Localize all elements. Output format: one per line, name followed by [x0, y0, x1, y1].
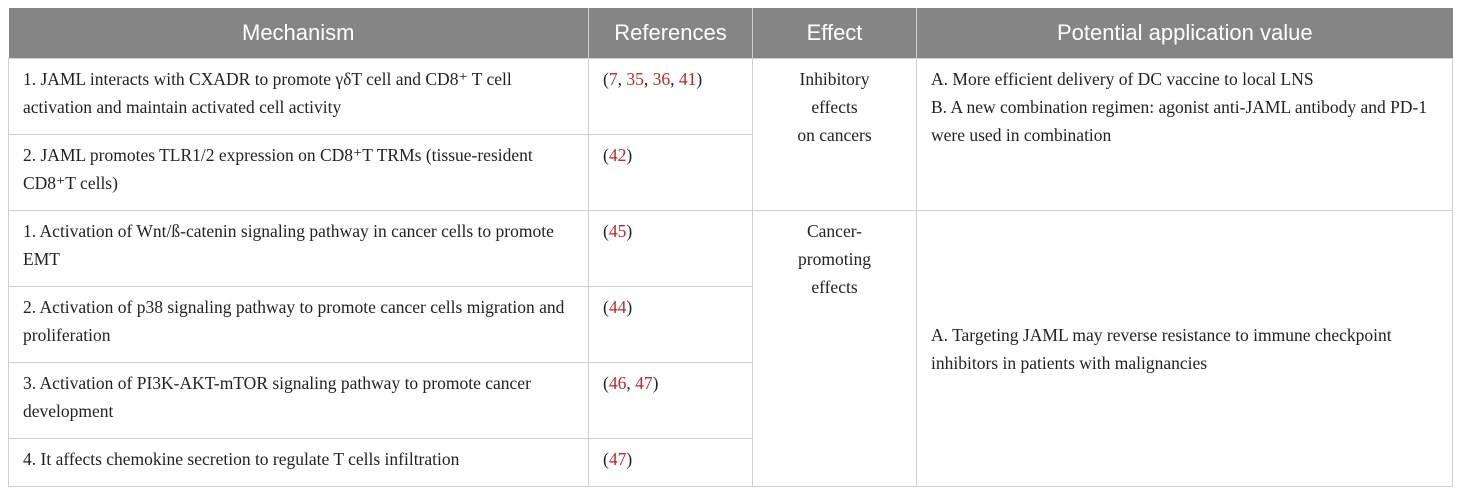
header-cell: Mechanism — [8, 8, 589, 59]
application-cell: A. Targeting JAML may reverse resistance… — [916, 210, 1453, 487]
effect-line: promoting — [798, 249, 871, 269]
references-cell: (46, 47) — [588, 362, 753, 439]
mechanism-table: Mechanism References Effect Potential ap… — [8, 8, 1453, 487]
header-cell: Potential application value — [916, 8, 1453, 59]
table-row: 1. Activation of Wnt/ß-catenin signaling… — [8, 210, 1453, 487]
reference-number: 7 — [608, 69, 618, 89]
effect-cell: Cancer- promoting effects — [752, 210, 917, 487]
effect-line: on cancers — [797, 125, 872, 145]
reference-number: 45 — [608, 221, 627, 241]
table-row: 2. JAML promotes TLR1/2 expression on CD… — [8, 134, 1453, 211]
table-header: Mechanism References Effect Potential ap… — [8, 8, 1453, 59]
reference-number: 47 — [635, 373, 653, 393]
reference-number: 46 — [608, 373, 627, 393]
mechanism-cell: 3. Activation of PI3K-AKT-mTOR signaling… — [8, 362, 589, 439]
references-cell: (42) — [588, 134, 753, 211]
mechanism-cell: 4. It affects chemokine secretion to reg… — [8, 438, 589, 487]
mechanism-cell: 1. JAML interacts with CXADR to promote … — [8, 58, 589, 135]
header-row: Mechanism References Effect Potential ap… — [8, 8, 1453, 59]
application-cell: A. More efficient delivery of DC vaccine… — [916, 58, 1453, 211]
reference-number: 41 — [678, 69, 697, 89]
reference-number: 42 — [608, 145, 627, 165]
references-cell: (7, 35, 36, 41) — [588, 58, 753, 135]
effect-line: effects — [811, 97, 858, 117]
application-item: B. A new combination regimen: agonist an… — [931, 97, 1428, 145]
reference-number: 36 — [652, 69, 671, 89]
application-item: A. Targeting JAML may reverse resistance… — [931, 324, 1392, 373]
reference-number: 35 — [626, 69, 644, 89]
effect-cell: Inhibitory effects on cancers — [752, 58, 917, 211]
references-cell: (47) — [588, 438, 753, 487]
header-cell: Effect — [752, 8, 917, 59]
application-item: A. More efficient delivery of DC vaccine… — [931, 69, 1314, 89]
table-body: 1. JAML interacts with CXADR to promote … — [8, 58, 1453, 487]
table-row: 1. JAML interacts with CXADR to promote … — [8, 58, 1453, 211]
reference-number: 47 — [608, 449, 627, 469]
mechanism-cell: 2. JAML promotes TLR1/2 expression on CD… — [8, 134, 589, 211]
reference-number: 44 — [608, 297, 627, 317]
effect-line: Cancer- — [806, 221, 863, 241]
mechanism-cell: 1. Activation of Wnt/ß-catenin signaling… — [8, 210, 589, 287]
table-row: 4. It affects chemokine secretion to reg… — [8, 438, 1453, 487]
mechanism-cell: 2. Activation of p38 signaling pathway t… — [8, 286, 589, 363]
effect-line: Inhibitory — [799, 69, 870, 89]
references-cell: (45) — [588, 210, 753, 287]
header-cell: References — [588, 8, 753, 59]
table-row: 3. Activation of PI3K-AKT-mTOR signaling… — [8, 362, 1453, 439]
effect-line: effects — [811, 277, 858, 297]
references-cell: (44) — [588, 286, 753, 363]
